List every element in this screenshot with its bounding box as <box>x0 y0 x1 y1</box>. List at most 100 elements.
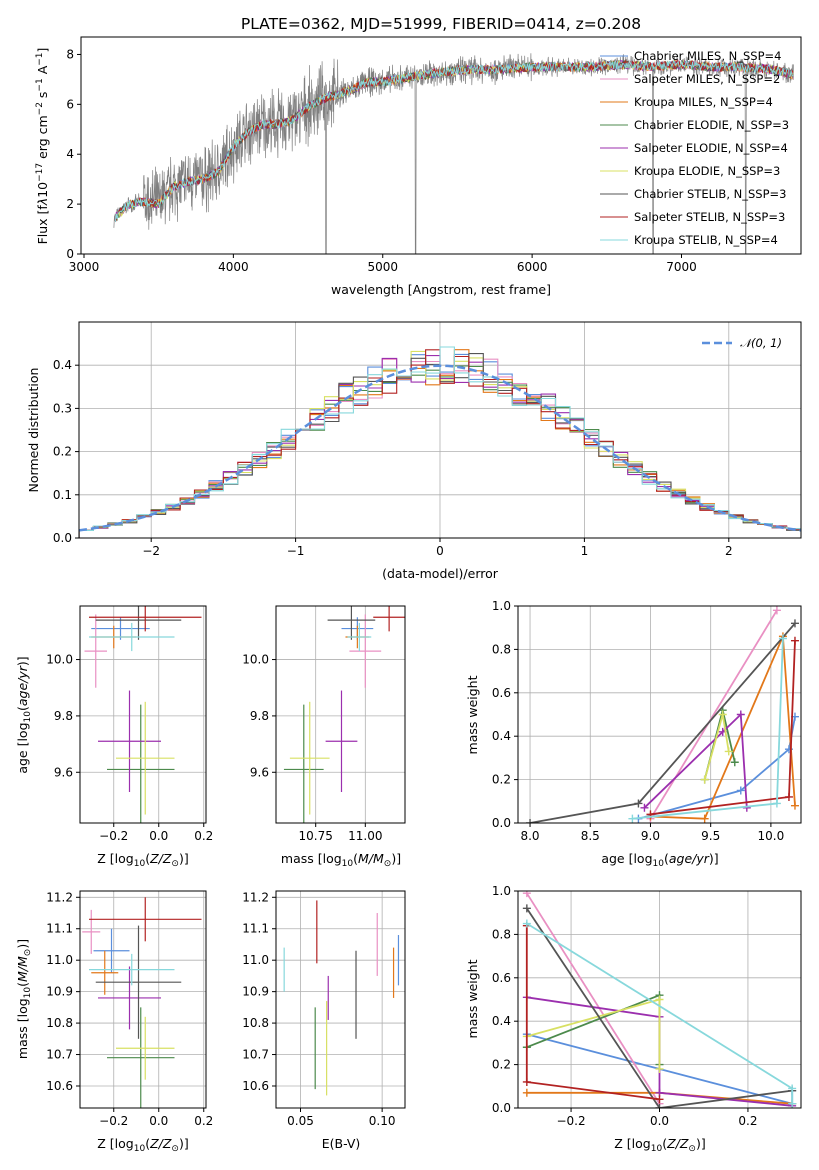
x-tick-label: 9.0 <box>641 829 660 843</box>
y-tick-label: 9.6 <box>250 765 269 779</box>
x-tick-label: 0.2 <box>194 1114 213 1128</box>
x-tick-label: 2 <box>725 544 733 558</box>
model-spectrum-kroupa-stelib <box>114 59 794 222</box>
weight-marker <box>634 799 643 808</box>
age-vs-Z-panel: −0.2 0.0 0.2 9.6 9.8 10.0 Z [log10(Z/Z⊙)] age… <box>15 605 213 869</box>
errorbar-point-kroupa-stelib <box>89 622 175 652</box>
errorbar-point-salpeter-stelib <box>373 606 405 632</box>
weight-marker <box>526 819 535 823</box>
normal-curve <box>79 364 801 532</box>
legend-label-normal: 𝒩(0, 1) <box>740 336 782 350</box>
x-tick-label: 0.2 <box>738 1114 757 1128</box>
weight-marker <box>736 710 745 719</box>
y-tick-label: 10.0 <box>46 653 73 667</box>
x-tick-label: 3000 <box>69 260 100 274</box>
legend-label: Salpeter STELIB, N_SSP=3 <box>634 210 785 224</box>
errorbar-point-salpeter-elodie <box>325 690 358 792</box>
weight-series-kroupa-stelib <box>628 634 787 823</box>
weight-marker <box>790 636 799 645</box>
x-tick-label: 5000 <box>367 260 398 274</box>
y-tick-label: 10.0 <box>242 653 269 667</box>
y-tick-label: 10.9 <box>46 985 73 999</box>
x-tick-label: 0.0 <box>149 829 168 843</box>
y-tick-label: 10.6 <box>242 1079 269 1093</box>
legend-label: Kroupa MILES, N_SSP=4 <box>634 95 773 109</box>
errorbar-point-chabrier-elodie <box>283 704 324 823</box>
y-tick-label: 10.6 <box>46 1079 73 1093</box>
x-tick-label: 11.00 <box>348 829 382 843</box>
massE-xlabel: E(B-V) <box>322 1136 361 1151</box>
errorbar-point-kroupa-miles <box>91 950 119 995</box>
y-tick-label: 0 <box>66 247 74 261</box>
weight-marker <box>778 634 787 643</box>
x-tick-label: −0.2 <box>99 1114 128 1128</box>
x-tick-label: −1 <box>287 544 305 558</box>
y-tick-label: 0.0 <box>492 816 511 830</box>
weight-marker <box>784 792 793 801</box>
mass-vs-EBV-panel: 0.05 0.10 10.6 10.7 10.8 10.9 11.0 11.1 11.2 E(B… <box>242 890 406 1151</box>
y-tick-label: 0.2 <box>492 773 511 787</box>
y-tick-label: 1.0 <box>492 599 511 613</box>
weight-marker <box>772 799 781 808</box>
legend-label: Chabrier ELODIE, N_SSP=3 <box>634 118 789 132</box>
weight-marker <box>700 775 709 784</box>
residuals-legend: 𝒩(0, 1) <box>702 336 782 350</box>
y-tick-label: 10.8 <box>242 1016 269 1030</box>
y-tick-label: 0.1 <box>53 488 72 502</box>
spectrum-legend: Chabrier MILES, N_SSP=4 Salpeter MILES, N… <box>600 49 789 247</box>
mass-vs-Z-panel: −0.2 0.0 0.2 10.6 10.7 10.8 10.9 11.0 11.1 11.2 Z… <box>15 890 213 1154</box>
y-tick-label: 0.2 <box>492 1058 511 1072</box>
y-tick-label: 0.8 <box>492 642 511 656</box>
massZ-ylabel: mass [log10(M/M⊙)] <box>15 939 33 1059</box>
y-tick-label: 0.6 <box>492 686 511 700</box>
y-tick-label: 0.4 <box>492 729 511 743</box>
errorbar-point-chabrier-miles <box>91 617 150 640</box>
y-tick-label: 10.9 <box>242 985 269 999</box>
mass-weight-vs-Z-panel: −0.2 0.0 0.2 0.0 0.2 0.4 0.6 0.8 1.0 Z [log10(Z/… <box>465 884 802 1154</box>
weight-marker <box>700 814 709 823</box>
weight-marker <box>628 814 637 823</box>
weight-marker <box>522 1088 531 1097</box>
y-tick-label: 10.7 <box>46 1048 73 1062</box>
y-tick-label: 2 <box>66 197 74 211</box>
wZ-xlabel: Z [log10(Z/Z⊙)] <box>614 1136 705 1154</box>
ageM-xlabel: mass [log10(M/M⊙)] <box>281 851 401 869</box>
y-tick-label: 0.0 <box>492 1101 511 1115</box>
y-tick-label: 0.0 <box>53 531 72 545</box>
spectrum-ylabel: Flux [fλ10−17 erg cm−2 s−1 A−1] <box>35 48 50 245</box>
spectrum-panel: 3000 4000 5000 6000 7000 0 2 4 6 8 PLATE=0362, MJ… <box>35 15 802 297</box>
x-tick-label: 7000 <box>666 260 697 274</box>
weight-series-kroupa-stelib <box>522 919 797 1108</box>
x-tick-label: 9.5 <box>701 829 720 843</box>
x-tick-label: 0.2 <box>194 829 213 843</box>
errorbar-point-chabrier-miles <box>93 928 130 973</box>
weight-marker <box>522 891 531 898</box>
weight-marker <box>522 904 531 913</box>
weight-series-chabrier-stelib <box>526 619 799 823</box>
weight-marker <box>655 1095 664 1104</box>
age-vs-mass-panel: 10.75 11.00 9.6 9.8 10.0 mass [log10(M/M⊙)] <box>242 605 406 869</box>
legend-label: Kroupa ELODIE, N_SSP=3 <box>634 164 780 178</box>
residuals-panel: −2 −1 0 1 2 0.0 0.1 0.2 0.3 0.4 (data-model)/erro… <box>26 321 802 581</box>
y-tick-label: 9.8 <box>54 709 73 723</box>
x-tick-label: 0.05 <box>287 1114 314 1128</box>
x-tick-label: 4000 <box>218 260 249 274</box>
ageZ-ylabel: age [log10(age/yr)] <box>15 656 33 773</box>
y-tick-label: 6 <box>66 97 74 111</box>
x-tick-label: −0.2 <box>99 829 128 843</box>
weight-marker <box>788 1099 797 1108</box>
mass-weight-vs-age-panel: 8.0 8.5 9.0 9.5 10.0 0.0 0.2 0.4 0.6 0.8 1.0 age [… <box>465 599 802 869</box>
residuals-ylabel: Normed distribution <box>26 368 41 493</box>
x-tick-label: −2 <box>142 544 160 558</box>
weight-marker <box>718 710 727 719</box>
errorbar-point-chabrier-stelib <box>327 606 376 640</box>
y-tick-label: 11.1 <box>46 922 73 936</box>
weight-marker <box>640 803 649 812</box>
x-tick-label: 6000 <box>517 260 548 274</box>
errorbar-point-kroupa-elodie <box>289 701 330 815</box>
y-tick-label: 11.1 <box>242 922 269 936</box>
x-tick-label: 8.0 <box>520 829 539 843</box>
spectrum-title: PLATE=0362, MJD=51999, FIBERID=0414, z=0… <box>241 15 641 33</box>
weight-marker <box>790 801 799 810</box>
